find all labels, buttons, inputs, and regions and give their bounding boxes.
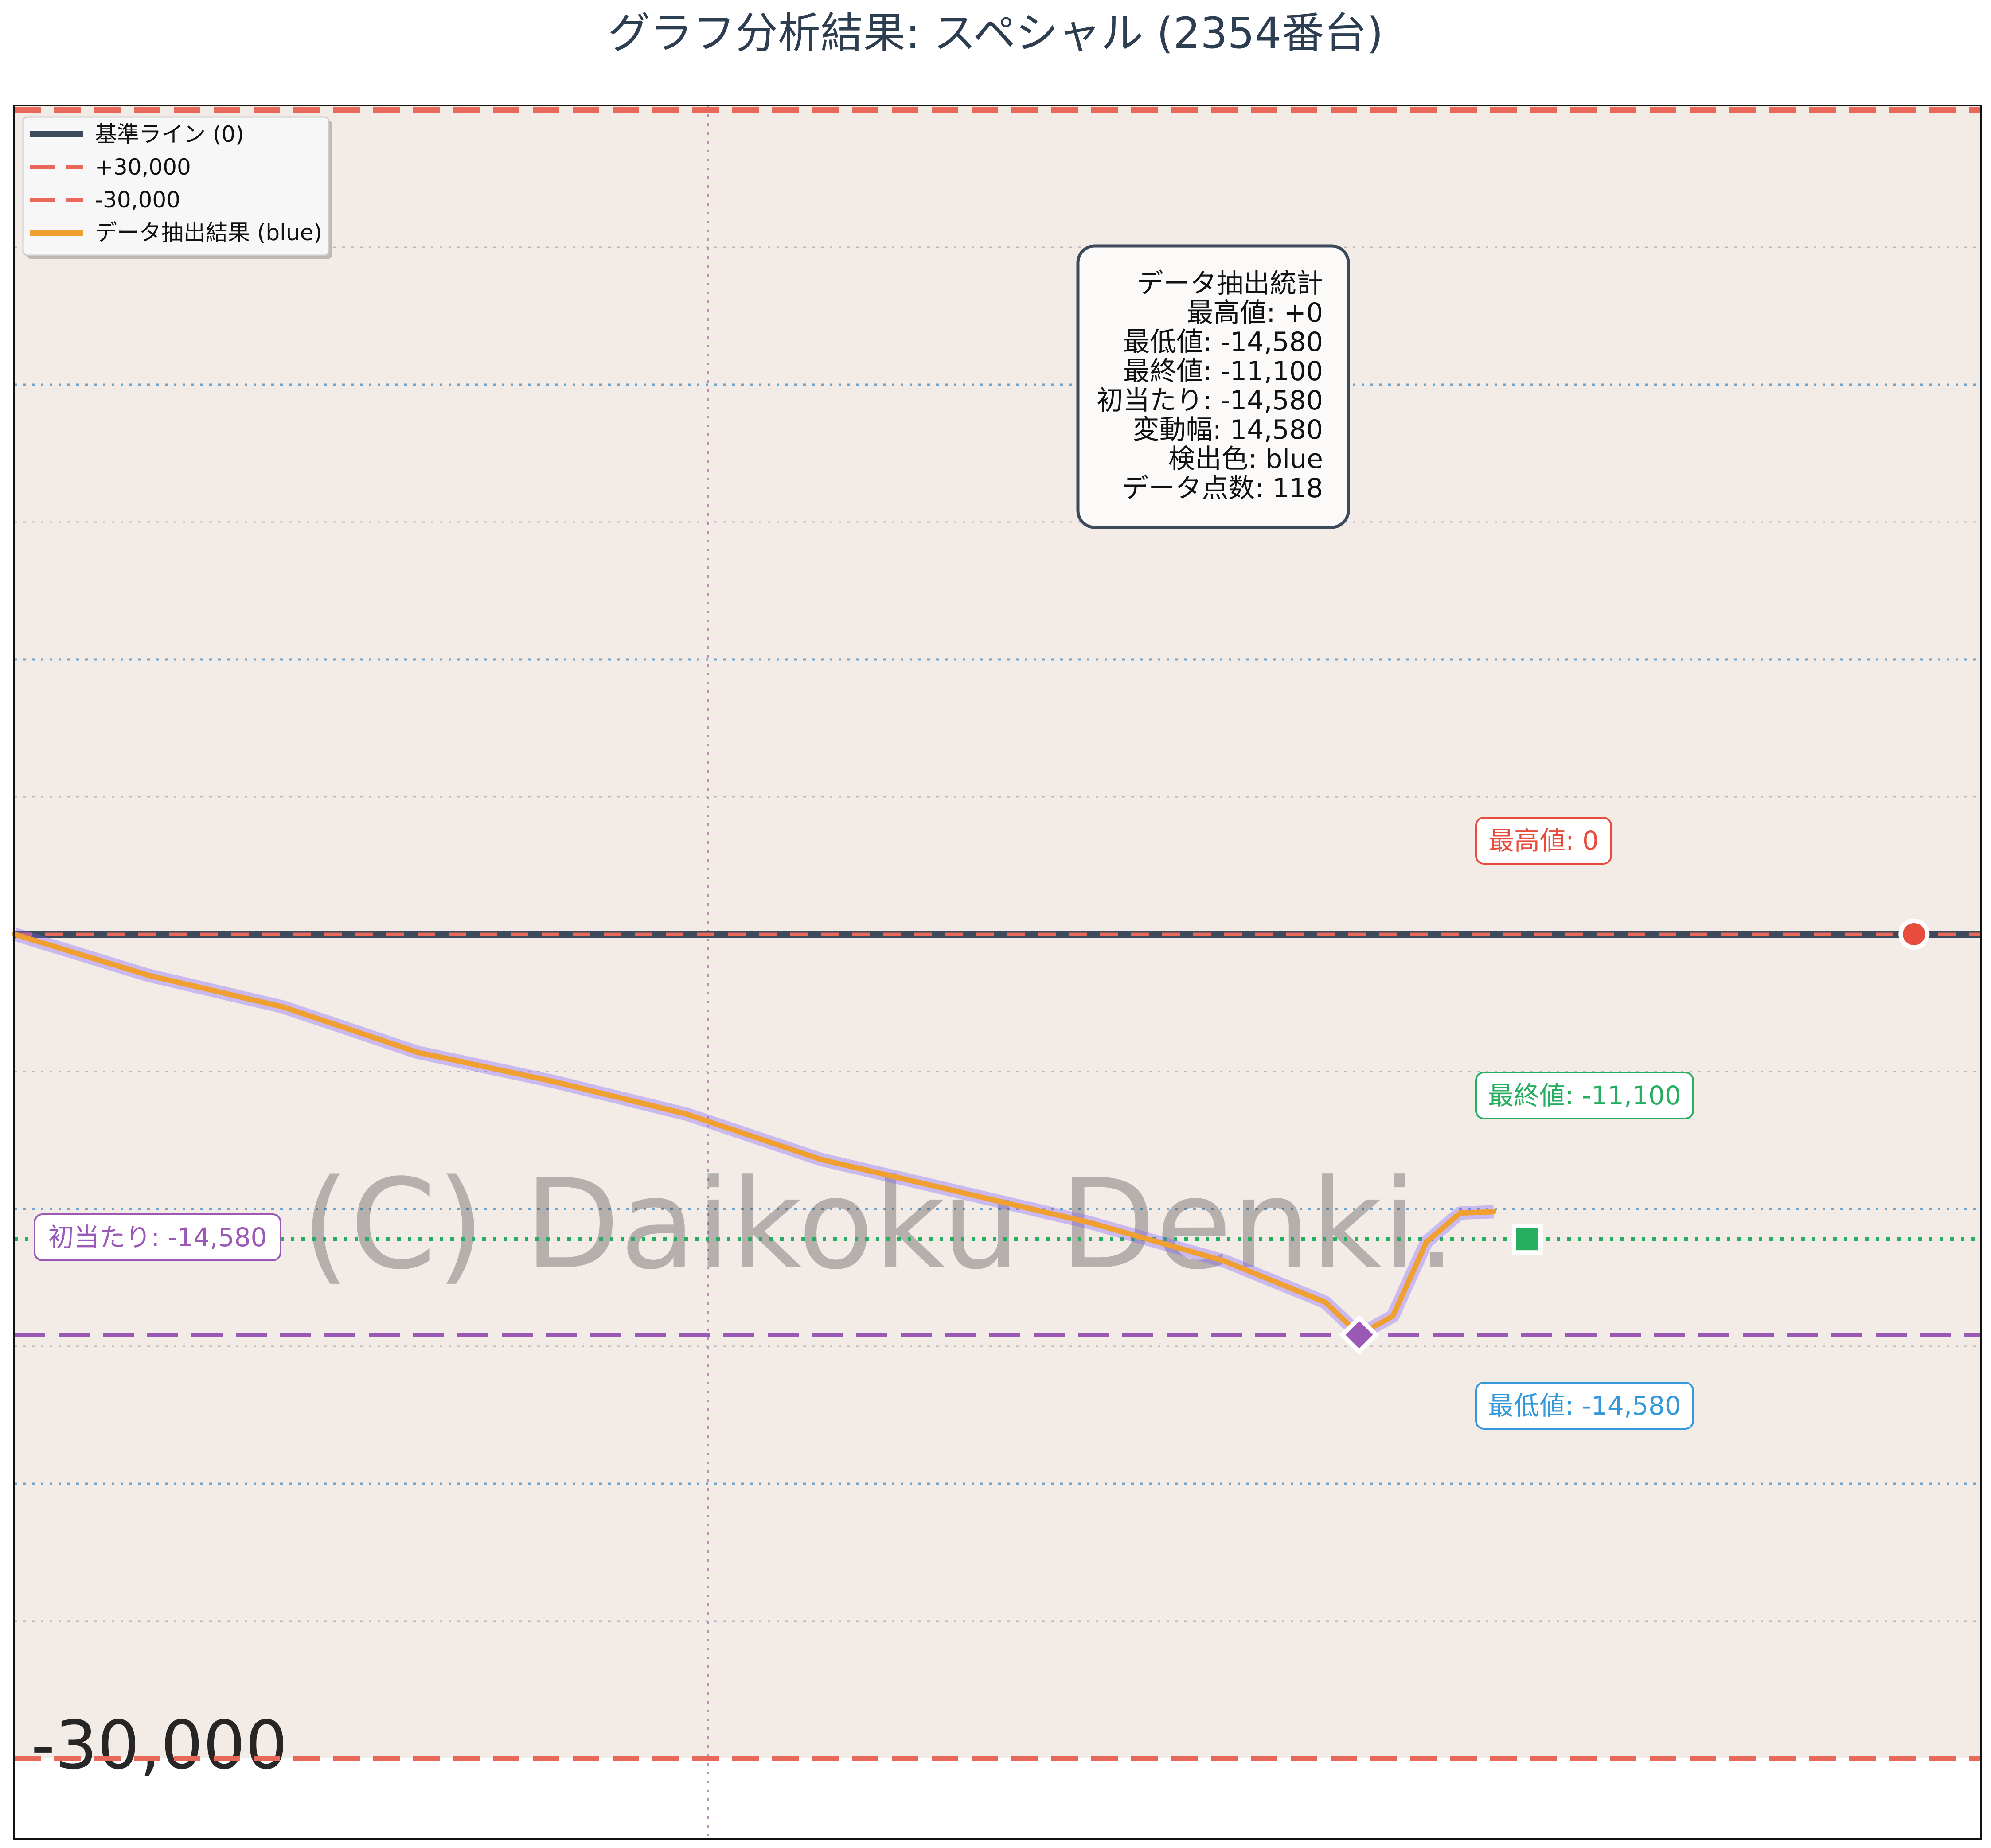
plot-bottom-area (14, 1758, 1981, 1839)
corner-axis-label: -30,000 (31, 1707, 288, 1784)
stats-box-frame (1076, 244, 1350, 529)
annotation-box (1475, 1382, 1694, 1430)
annotation-box (1475, 817, 1612, 865)
legend: 基準ライン (0) +30,000 -30,000 データ抽出結果 (blue) (22, 116, 332, 259)
annotations-layer: 最高値: 0 最終値: -11,100 初当たり: -14,580 最低値: -14,… (34, 817, 1694, 1430)
min-marker (1339, 1314, 1379, 1355)
markers-layer (1339, 919, 1930, 1355)
series-layer (12, 928, 1496, 1341)
series-line (12, 932, 1496, 1337)
annotation-label: 初当たり: -14,580 (48, 1222, 267, 1252)
stats-line: 検出色: blue (1168, 444, 1323, 475)
background-image-text: (C) Daikoku Denki. -30,000 (31, 1153, 1456, 1784)
legend-label: 基準ライン (0) (95, 121, 244, 147)
stats-line: 最高値: +0 (1187, 297, 1323, 328)
legend-label: +30,000 (95, 154, 191, 180)
stats-line: データ抽出統計 (1137, 268, 1323, 299)
annotation-label: 最高値: 0 (1488, 826, 1599, 856)
annotation-label: 最終値: -11,100 (1488, 1080, 1681, 1111)
chart-title: グラフ分析結果: スペシャル (2354番台) (608, 8, 1383, 58)
legend-frame (22, 116, 330, 256)
grid-lines (14, 105, 1981, 1839)
max-marker (1898, 919, 1930, 950)
annotation-box (34, 1213, 281, 1261)
annotation-label: 最低値: -14,580 (1488, 1391, 1681, 1421)
reference-lines (14, 107, 1981, 1761)
legend-label: -30,000 (95, 187, 180, 213)
final-marker (1511, 1224, 1543, 1255)
watermark-text: (C) Daikoku Denki. (301, 1153, 1456, 1297)
stats-line: 変動幅: 14,580 (1133, 414, 1323, 445)
stats-line: 初当たり: -14,580 (1097, 385, 1323, 416)
annotation-box (1475, 1072, 1694, 1119)
stats-line: データ点数: 118 (1122, 473, 1323, 504)
legend-label: データ抽出結果 (blue) (95, 220, 322, 246)
stats-line: 最終値: -11,100 (1123, 356, 1323, 387)
plot-frame (13, 105, 1982, 1840)
stats-line: 最低値: -14,580 (1123, 327, 1323, 358)
plot-background (14, 105, 1981, 1839)
